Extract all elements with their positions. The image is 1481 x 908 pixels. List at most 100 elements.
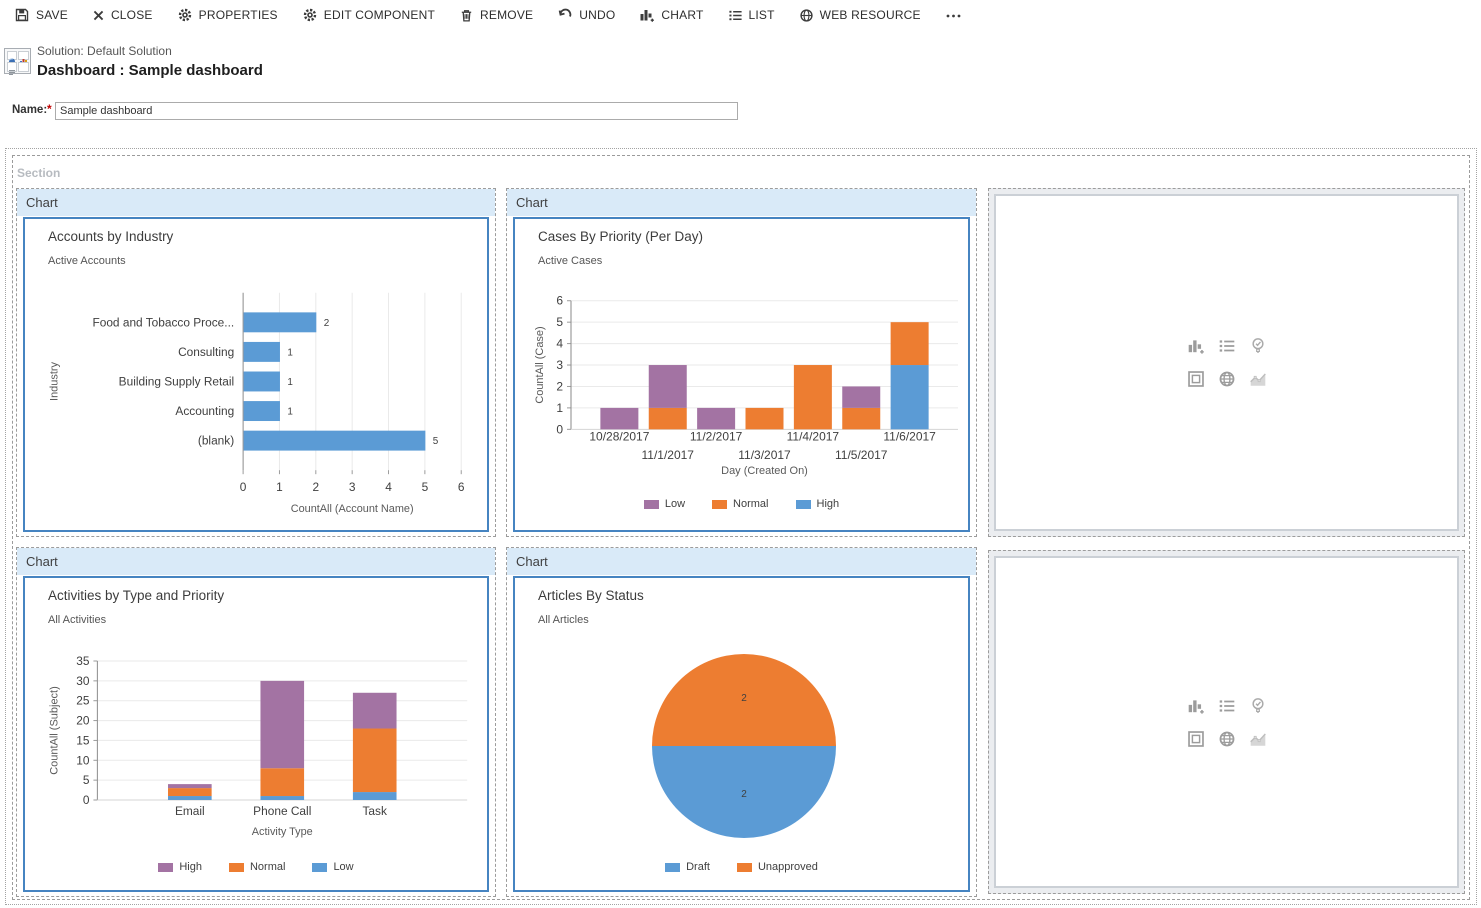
chart-plot: 0 5 10 15 20 25 30 35 Email Phone Call Task Activit… [49,654,468,838]
svg-text:2: 2 [556,379,563,393]
bar-segment [243,401,280,422]
legend-label: Low [333,861,354,873]
web-resource-icon[interactable] [1218,370,1236,388]
chart-tile-accounts-by-industry[interactable]: Chart 0 1 2 3 4 5 6 2 Food and Tobacco Proce... 1… [16,188,496,537]
svg-text:CountAll (Account Name): CountAll (Account Name) [291,503,414,515]
svg-text:5: 5 [83,773,90,787]
save-button[interactable]: SAVE [14,7,68,23]
legend-swatch [158,862,174,872]
svg-text:5: 5 [433,436,439,447]
bar-segment [842,407,881,430]
web-resource-icon[interactable] [1218,730,1236,748]
edit-component-button[interactable]: EDIT COMPONENT [302,7,435,23]
svg-text:Consulting: Consulting [178,345,234,359]
svg-text:Email: Email [175,804,205,818]
globe-icon [799,8,814,23]
svg-text:Activity Type: Activity Type [252,826,313,838]
lightbulb-check-icon[interactable] [1249,337,1267,355]
svg-text:11/1/2017: 11/1/2017 [642,448,695,462]
legend-swatch [228,862,244,872]
remove-button[interactable]: REMOVE [459,8,533,23]
legend-label: Low [664,498,686,510]
chart-plot: 0 1 2 3 4 5 6 2 Food and Tobacco Proce... 1 Consul… [49,292,465,515]
add-chart-icon[interactable] [1187,337,1205,355]
list-icon[interactable] [1218,697,1236,715]
bar-segment [352,728,397,793]
legend-label: High [816,498,840,510]
bar-segment [745,407,784,430]
section-container[interactable] [12,155,1470,900]
list-button[interactable]: LIST [728,8,775,23]
legend-swatch [736,862,752,872]
required-asterisk: * [47,102,52,116]
svg-text:11/4/2017: 11/4/2017 [787,429,840,443]
trend-chart-icon[interactable] [1249,730,1267,748]
chart-title: Cases By Priority (Per Day) [538,229,704,244]
empty-component-frame [994,556,1459,888]
iframe-icon[interactable] [1187,730,1205,748]
more-commands-button[interactable] [945,9,962,22]
pie-slice [652,654,836,746]
empty-component-placeholder-top[interactable] [988,188,1465,537]
dashboard-record-icon [4,48,31,75]
bar-segment [243,430,426,451]
properties-button[interactable]: PROPERTIES [177,7,278,23]
svg-text:0: 0 [556,422,563,436]
chart-legend: Low Normal High [515,498,968,510]
legend-item: High [158,861,202,873]
iframe-icon[interactable] [1187,370,1205,388]
close-label: CLOSE [110,8,153,22]
svg-text:(blank): (blank) [198,434,234,448]
legend-item: Normal [712,498,769,510]
undo-button[interactable]: UNDO [557,7,615,23]
lightbulb-check-icon[interactable] [1249,697,1267,715]
chart-tile-cases-by-priority[interactable]: Chart 0 1 2 3 4 5 6 10/28/2017 11/1/2017 11/2/201… [506,188,977,537]
save-label: SAVE [36,8,68,22]
pie-slice [652,746,836,838]
svg-text:5: 5 [556,315,563,329]
solution-label: Solution: Default Solution [37,44,172,58]
svg-text:11/5/2017: 11/5/2017 [835,448,888,462]
web-resource-button[interactable]: WEB RESOURCE [799,8,921,23]
remove-label: REMOVE [480,8,534,22]
bar-segment [890,322,929,366]
legend-item: Draft [665,861,710,873]
svg-text:1: 1 [287,377,293,388]
gear-icon [302,7,318,23]
svg-text:11/3/2017: 11/3/2017 [738,448,791,462]
tile-header-label: Chart [516,554,548,569]
svg-text:0: 0 [240,480,247,494]
svg-text:Phone Call: Phone Call [253,804,311,818]
chart-button[interactable]: CHART [639,7,703,23]
svg-text:CountAll (Case): CountAll (Case) [534,326,546,403]
svg-text:6: 6 [556,294,563,308]
svg-text:Day (Created On): Day (Created On) [721,465,808,477]
svg-text:35: 35 [76,654,90,668]
svg-text:Accounting: Accounting [175,404,234,418]
chart-title: Activities by Type and Priority [48,588,225,603]
close-button[interactable]: CLOSE [92,8,153,22]
legend-item: Unapproved [736,861,818,873]
tile-header-label: Chart [26,195,58,210]
svg-text:1: 1 [276,480,283,494]
empty-component-placeholder-bottom[interactable] [988,550,1465,894]
legend-label: High [179,861,202,873]
bar-segment [793,365,832,430]
svg-text:4: 4 [556,337,563,351]
chart-canvas: 0 1 2 3 4 5 6 10/28/2017 11/1/2017 11/2/2017 11/3/… [513,217,970,532]
name-input[interactable] [55,102,738,120]
chart-subtitle: All Activities [48,614,107,626]
tile-header: Chart [507,189,976,216]
bar-segment [600,407,639,430]
add-chart-icon[interactable] [1187,697,1205,715]
legend-item: Low [643,498,686,510]
list-icon[interactable] [1218,337,1236,355]
chart-title: Accounts by Industry [48,229,174,244]
legend-item: High [795,498,840,510]
gear-icon [177,7,193,23]
bar-segment [243,371,280,392]
trend-chart-icon[interactable] [1249,370,1267,388]
chart-tile-activities-by-type[interactable]: Chart 0 5 10 15 20 25 30 35 Email Phone Call Task A… [16,547,496,897]
svg-text:4: 4 [385,480,392,494]
